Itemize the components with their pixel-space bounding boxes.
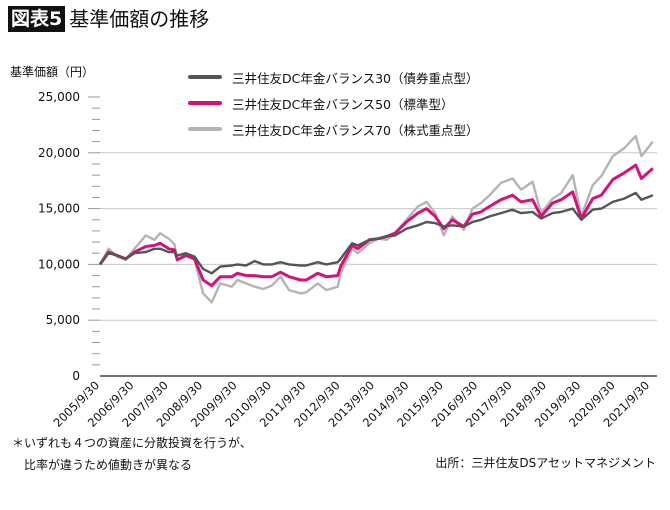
chart-title: 図表5 基準価額の推移 <box>8 6 209 32</box>
chart-title-text: 基準価額の推移 <box>69 7 210 31</box>
y-tick-label: 10,000 <box>38 257 80 271</box>
source-note: 出所：三井住友DSアセットマネジメント <box>435 456 656 470</box>
footnote: ＊いずれも４つの資産に分散投資を行うが、 比率が違うため値動きが異なる <box>12 432 252 476</box>
footnote-line: ＊いずれも４つの資産に分散投資を行うが、 <box>12 436 252 450</box>
legend: 三井住友DC年金バランス30（債券重点型） 三井住友DC年金バランス50（標準型… <box>188 64 479 142</box>
series-line-balance50 <box>98 163 654 288</box>
y-tick-label: 0 <box>72 369 80 383</box>
legend-label: 三井住友DC年金バランス50（標準型） <box>232 96 454 112</box>
legend-swatch <box>188 101 222 105</box>
legend-item-balance30: 三井住友DC年金バランス30（債券重点型） <box>188 64 479 90</box>
y-tick-label: 15,000 <box>38 202 80 216</box>
legend-label: 三井住友DC年金バランス70（株式重点型） <box>232 122 479 138</box>
series-line-balance30 <box>99 191 654 275</box>
legend-swatch <box>188 127 222 131</box>
legend-label: 三井住友DC年金バランス30（債券重点型） <box>232 70 479 86</box>
y-tick-label: 5,000 <box>46 313 80 327</box>
figure-number-badge: 図表5 <box>8 6 66 32</box>
y-tick-label: 20,000 <box>38 146 80 160</box>
footnote-line: 比率が違うため値動きが異なる <box>12 458 193 472</box>
legend-item-balance70: 三井住友DC年金バランス70（株式重点型） <box>188 116 479 142</box>
series-line-balance70 <box>98 134 654 304</box>
y-tick-label: 25,000 <box>38 90 80 104</box>
legend-item-balance50: 三井住友DC年金バランス50（標準型） <box>188 90 479 116</box>
y-axis-label: 基準価額（円） <box>10 65 95 79</box>
legend-swatch <box>188 75 222 79</box>
